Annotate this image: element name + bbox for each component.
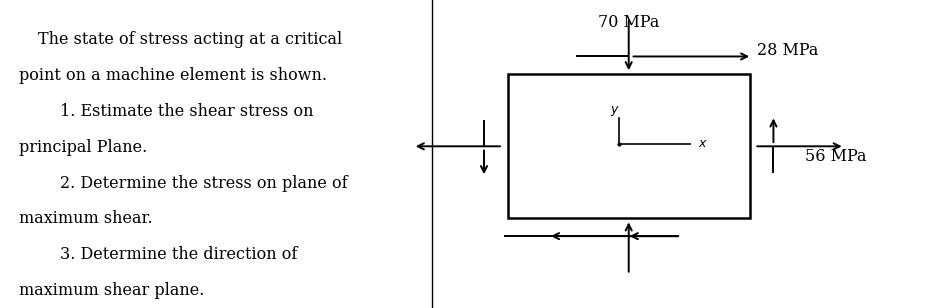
Text: 56 MPa: 56 MPa: [805, 148, 866, 165]
Text: 70 MPa: 70 MPa: [598, 14, 660, 31]
Text: The state of stress acting at a critical: The state of stress acting at a critical: [38, 31, 343, 48]
Text: 2. Determine the stress on plane of: 2. Determine the stress on plane of: [19, 175, 347, 192]
Text: point on a machine element is shown.: point on a machine element is shown.: [19, 67, 327, 84]
Text: x: x: [698, 137, 705, 150]
Bar: [508, 75, 750, 218]
Text: 3. Determine the direction of: 3. Determine the direction of: [19, 246, 297, 263]
Text: maximum shear plane.: maximum shear plane.: [19, 282, 204, 299]
Text: principal Plane.: principal Plane.: [19, 139, 147, 156]
Text: 28 MPa: 28 MPa: [757, 42, 819, 59]
Text: y: y: [611, 103, 618, 116]
Text: 1. Estimate the shear stress on: 1. Estimate the shear stress on: [19, 103, 313, 120]
Text: maximum shear.: maximum shear.: [19, 210, 153, 228]
